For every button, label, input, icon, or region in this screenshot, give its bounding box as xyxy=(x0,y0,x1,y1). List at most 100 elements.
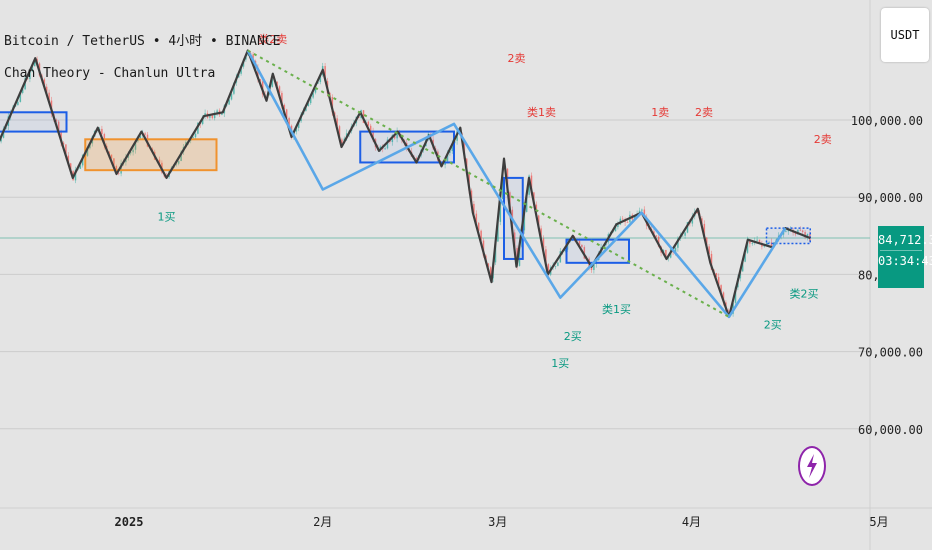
candle-body xyxy=(257,67,259,80)
candle-body xyxy=(643,209,646,218)
candle-body xyxy=(60,130,62,143)
candle-body xyxy=(578,240,581,245)
bar-countdown: 03:34:43 xyxy=(878,254,932,268)
candle-body xyxy=(259,79,262,82)
candle-body xyxy=(69,163,72,172)
candle-body xyxy=(319,75,322,83)
candle-body xyxy=(677,238,679,248)
candle-body xyxy=(633,215,636,220)
candle-body xyxy=(446,152,449,162)
sell-signal-label: 2卖 xyxy=(695,106,713,119)
candle-body xyxy=(684,232,686,236)
candle-body xyxy=(55,119,58,122)
candle-body xyxy=(228,99,230,105)
candle-body xyxy=(341,139,343,144)
candle-body xyxy=(641,209,643,211)
candle-body xyxy=(708,246,710,254)
candle-body xyxy=(74,169,77,181)
candle-body xyxy=(801,230,804,232)
buy-signal-label: 类2买 xyxy=(790,287,819,301)
candle-body xyxy=(0,137,2,142)
indicator-name[interactable]: Chan Theory - Chanlun Ultra xyxy=(4,66,216,81)
candle-body xyxy=(144,133,146,135)
candle-body xyxy=(523,211,526,231)
candle-body xyxy=(283,104,286,110)
candle-body xyxy=(475,213,478,223)
candle-body xyxy=(297,121,300,129)
series-lines xyxy=(0,49,811,319)
pivot-zone xyxy=(565,238,630,264)
candle-body xyxy=(86,148,89,156)
last-price-label: 84,712.38 03:34:43 xyxy=(878,226,932,288)
x-tick-label: 2025 xyxy=(115,515,144,529)
grid xyxy=(0,119,870,430)
candle-body xyxy=(653,231,655,236)
candle-body xyxy=(657,236,660,247)
candle-body xyxy=(480,230,482,241)
candle-body xyxy=(120,163,122,174)
zigzag-line xyxy=(0,49,811,318)
candle-body xyxy=(43,79,46,87)
candle-body xyxy=(62,142,65,145)
candle-body xyxy=(451,143,454,152)
candle-body xyxy=(29,71,31,80)
candle-body xyxy=(722,292,725,303)
candle-body xyxy=(307,103,310,107)
candle-body xyxy=(372,130,374,140)
candle-body xyxy=(540,228,542,239)
candle-body xyxy=(278,86,281,93)
candle-body xyxy=(665,249,667,258)
candle-body xyxy=(45,86,48,93)
candle-body xyxy=(765,242,768,246)
candle-body xyxy=(324,66,326,82)
buy-signal-label: 1买 xyxy=(158,210,176,223)
candle-body xyxy=(276,81,278,87)
candle-body xyxy=(473,203,475,214)
candle-body xyxy=(281,92,283,105)
candle-body xyxy=(65,144,67,156)
candle-body xyxy=(338,126,341,140)
candle-body xyxy=(288,117,290,126)
candle-body xyxy=(554,265,557,267)
candle-body xyxy=(197,122,199,134)
candle-body xyxy=(369,125,372,131)
candle-body xyxy=(717,277,720,286)
candle-body xyxy=(129,152,132,154)
candle-body xyxy=(547,264,550,275)
sell-signal-label: 1卖 xyxy=(651,106,669,119)
candle-body xyxy=(727,310,730,312)
sell-signal-label: 类1卖 xyxy=(527,105,556,119)
candle-body xyxy=(134,141,137,150)
candle-body xyxy=(117,173,120,174)
candle-body xyxy=(674,247,677,253)
buy-signal-label: 类1买 xyxy=(602,302,631,316)
candle-body xyxy=(240,66,242,74)
candle-body xyxy=(617,224,619,228)
currency-unit-button[interactable]: USDT xyxy=(881,8,929,62)
buy-signal-label: 2买 xyxy=(764,318,782,331)
candle-body xyxy=(396,130,398,139)
candle-body xyxy=(177,161,180,164)
candle-body xyxy=(271,79,274,88)
candle-body xyxy=(681,235,684,237)
lightning-icon[interactable] xyxy=(798,446,826,486)
candle-body xyxy=(525,194,528,212)
candle-body xyxy=(744,252,746,262)
candle-body xyxy=(691,216,694,224)
candle-body xyxy=(17,101,19,105)
candle-body xyxy=(710,253,713,270)
lightning-glyph xyxy=(807,454,817,478)
candle-body xyxy=(221,113,223,115)
candle-body xyxy=(794,232,797,235)
candle-body xyxy=(489,267,492,279)
candle-body xyxy=(367,121,370,126)
candle-body xyxy=(101,128,103,135)
candle-body xyxy=(158,159,161,163)
candle-body xyxy=(720,285,722,293)
candle-body xyxy=(758,239,761,244)
buy-signal-label: 1买 xyxy=(551,357,569,370)
last-price-value: 84,712.38 xyxy=(878,233,932,247)
candle-body xyxy=(497,221,499,242)
x-tick-label: 5月 xyxy=(869,515,888,529)
